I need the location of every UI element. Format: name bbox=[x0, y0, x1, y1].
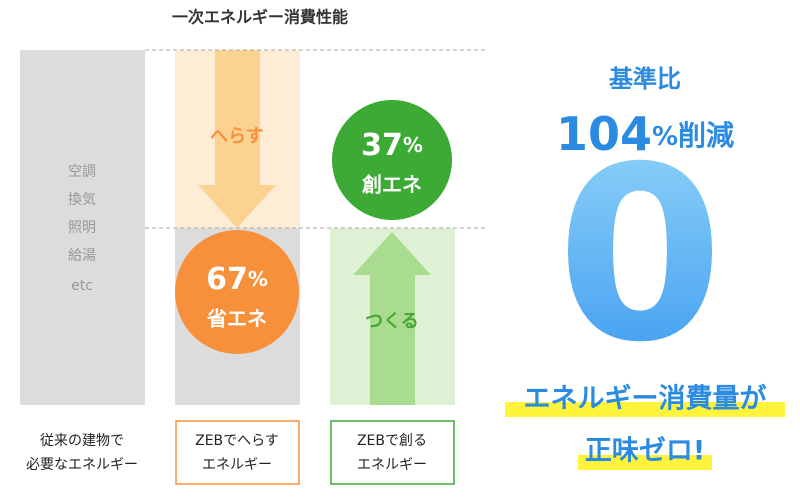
reduce-value: 67% bbox=[206, 262, 268, 297]
item: 照明 bbox=[68, 220, 96, 236]
arrow-label: へらす bbox=[210, 126, 264, 147]
create-name: 創エネ bbox=[361, 173, 422, 197]
value: 37 bbox=[361, 128, 403, 163]
caption: エネルギー bbox=[202, 457, 272, 473]
item: 換気 bbox=[68, 192, 96, 208]
caption-box bbox=[330, 420, 455, 485]
up-arrow bbox=[353, 232, 431, 405]
caption: 従来の建物で bbox=[40, 433, 124, 449]
caption: エネルギー bbox=[357, 457, 427, 473]
summary-line: エネルギー消費量が bbox=[524, 383, 767, 415]
value: 104 bbox=[556, 107, 652, 161]
summary-value: 104%削減 bbox=[556, 107, 734, 161]
create-circle bbox=[332, 100, 452, 220]
create-value: 37% bbox=[361, 128, 423, 163]
unit: % bbox=[403, 133, 423, 157]
value: 67 bbox=[206, 262, 248, 297]
highlight bbox=[505, 402, 785, 417]
suffix: 削減 bbox=[678, 119, 734, 152]
caption-box bbox=[175, 420, 300, 485]
reduce-name: 省エネ bbox=[206, 307, 267, 331]
down-arrow bbox=[198, 50, 276, 228]
reduce-circle bbox=[175, 230, 299, 354]
baseline-items: 空調 換気 照明 給湯 etc bbox=[68, 164, 96, 294]
arrow-label: つくる bbox=[365, 311, 419, 332]
highlight bbox=[578, 455, 712, 470]
item: etc bbox=[71, 278, 93, 294]
caption: ZEBでへらす bbox=[195, 433, 279, 449]
summary-lead: 基準比 bbox=[609, 65, 681, 93]
item: 給湯 bbox=[68, 247, 96, 264]
caption: ZEBで創る bbox=[357, 433, 427, 449]
unit: % bbox=[652, 122, 678, 152]
unit: % bbox=[248, 267, 268, 291]
caption: 必要なエネルギー bbox=[26, 457, 138, 473]
title: 一次エネルギー消費性能 bbox=[172, 8, 348, 27]
item: 空調 bbox=[68, 164, 96, 180]
summary-line: 正味ゼロ! bbox=[585, 436, 705, 467]
zero: 0 bbox=[557, 115, 724, 395]
baseline-bar bbox=[20, 50, 145, 405]
